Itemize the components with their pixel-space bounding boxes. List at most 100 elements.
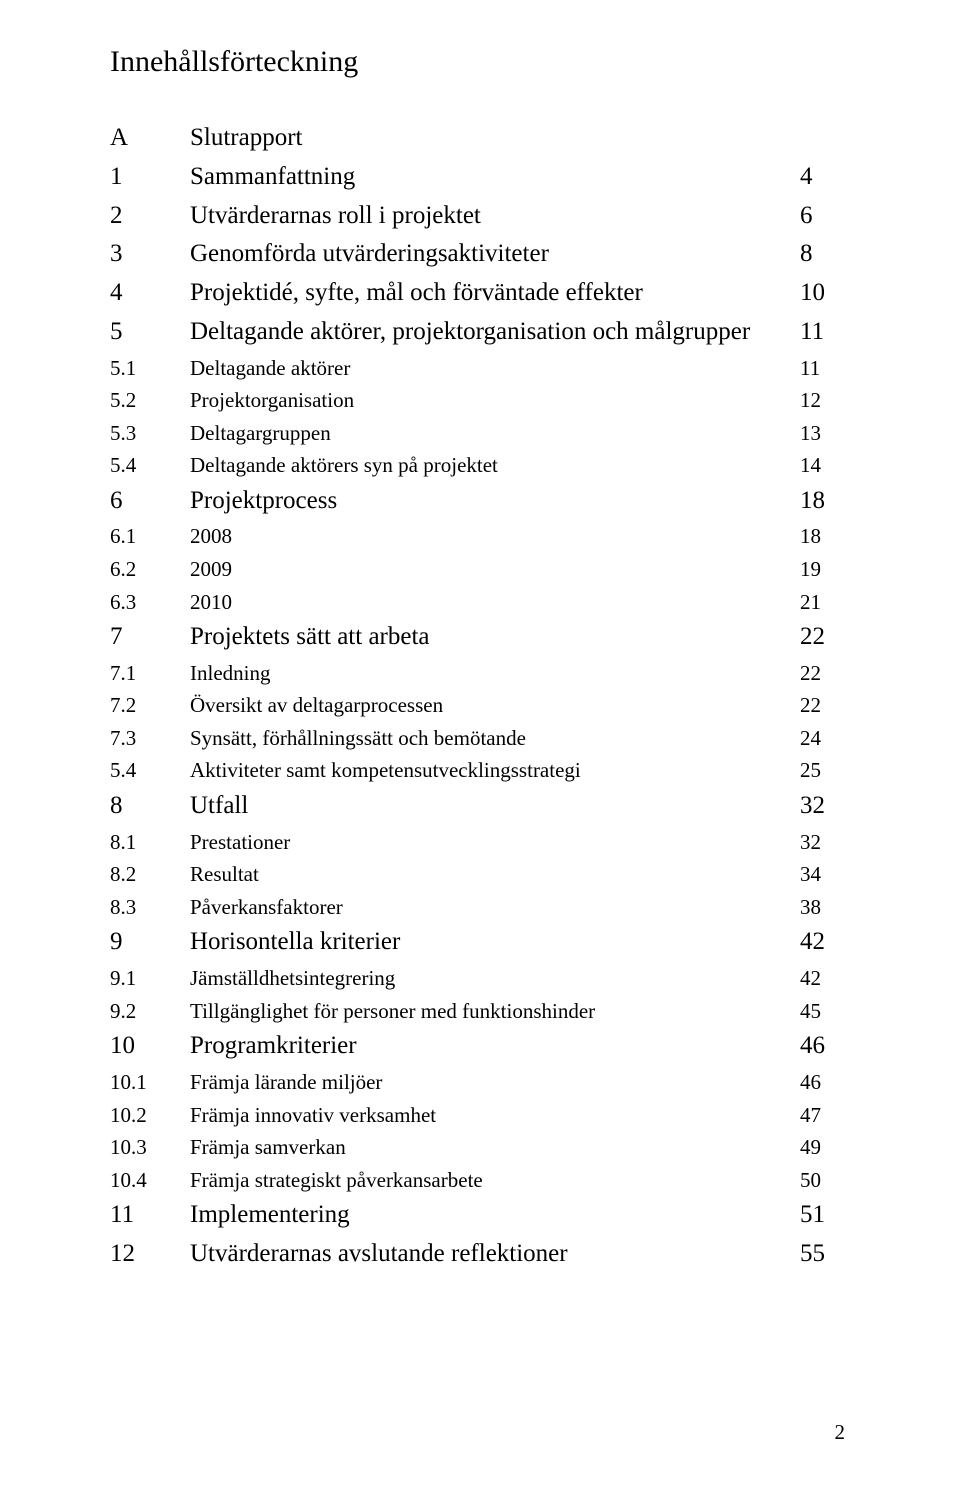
toc-entry-number: 11	[110, 1196, 190, 1235]
toc-row: 10.4Främja strategiskt påverkansarbete50	[110, 1164, 850, 1197]
toc-entry-page: 21	[800, 586, 850, 619]
toc-row: ASlutrapport	[110, 119, 850, 158]
toc-entry-label: Deltagargruppen	[190, 417, 800, 450]
toc-entry-label: Aktiviteter samt kompetensutvecklingsstr…	[190, 754, 800, 787]
toc-row: 9.2Tillgänglighet för personer med funkt…	[110, 995, 850, 1028]
toc-entry-number: 10.4	[110, 1164, 190, 1197]
toc-row: 5.4Aktiviteter samt kompetensutvecklings…	[110, 754, 850, 787]
toc-entry-page: 46	[800, 1027, 850, 1066]
toc-row: 3Genomförda utvärderingsaktiviteter8	[110, 235, 850, 274]
toc-entry-label: Främja strategiskt påverkansarbete	[190, 1164, 800, 1197]
toc-entry-page: 11	[800, 313, 850, 352]
toc-entry-label: Projektidé, syfte, mål och förväntade ef…	[190, 274, 800, 313]
toc-entry-number: 4	[110, 274, 190, 313]
toc-entry-page: 34	[800, 858, 850, 891]
toc-entry-label: Synsätt, förhållningssätt och bemötande	[190, 722, 800, 755]
toc-entry-page: 14	[800, 449, 850, 482]
toc-entry-number: 9	[110, 923, 190, 962]
toc-entry-number: 1	[110, 158, 190, 197]
toc-entry-label: Slutrapport	[190, 119, 800, 158]
toc-entry-label: Inledning	[190, 657, 800, 690]
toc-entry-label: Deltagande aktörer	[190, 352, 800, 385]
toc-entry-number: 9.1	[110, 962, 190, 995]
toc-entry-number: 8.1	[110, 826, 190, 859]
toc-row: 8.1Prestationer32	[110, 826, 850, 859]
toc-entry-number: 8.3	[110, 891, 190, 924]
toc-entry-label: 2008	[190, 520, 800, 553]
toc-entry-label: Projektets sätt att arbeta	[190, 618, 800, 657]
toc-entry-label: Främja samverkan	[190, 1131, 800, 1164]
toc-title: Innehållsförteckning	[110, 45, 850, 79]
toc-entry-number: 7	[110, 618, 190, 657]
toc-entry-label: Implementering	[190, 1196, 800, 1235]
toc-entry-label: Deltagande aktörer, projektorganisation …	[190, 313, 800, 352]
toc-entry-number: 5	[110, 313, 190, 352]
toc-entry-page: 19	[800, 553, 850, 586]
toc-entry-page: 50	[800, 1164, 850, 1197]
toc-entry-label: 2010	[190, 586, 800, 619]
toc-entry-label: Projektprocess	[190, 482, 800, 521]
toc-entry-number: 5.2	[110, 384, 190, 417]
toc-row: 5.1Deltagande aktörer11	[110, 352, 850, 385]
toc-row: 7Projektets sätt att arbeta22	[110, 618, 850, 657]
toc-entry-number: 8	[110, 787, 190, 826]
toc-entry-label: Främja innovativ verksamhet	[190, 1099, 800, 1132]
toc-entry-number: 10.2	[110, 1099, 190, 1132]
toc-entry-number: 10.1	[110, 1066, 190, 1099]
toc-entry-page: 22	[800, 689, 850, 722]
toc-row: 6.1200818	[110, 520, 850, 553]
toc-row: 10Programkriterier46	[110, 1027, 850, 1066]
toc-entry-page: 47	[800, 1099, 850, 1132]
toc-entry-label: Påverkansfaktorer	[190, 891, 800, 924]
toc-entry-label: Jämställdhetsintegrering	[190, 962, 800, 995]
toc-entry-page: 46	[800, 1066, 850, 1099]
toc-entry-page: 32	[800, 787, 850, 826]
toc-entry-number: A	[110, 119, 190, 158]
toc-entry-page: 11	[800, 352, 850, 385]
toc-row: 9.1Jämställdhetsintegrering42	[110, 962, 850, 995]
toc-entry-page: 10	[800, 274, 850, 313]
toc-entry-number: 5.1	[110, 352, 190, 385]
toc-entry-number: 7.1	[110, 657, 190, 690]
toc-entry-number: 6.3	[110, 586, 190, 619]
toc-entry-label: 2009	[190, 553, 800, 586]
toc-row: 10.2Främja innovativ verksamhet47	[110, 1099, 850, 1132]
toc-entry-page: 8	[800, 235, 850, 274]
toc-row: 8.2Resultat34	[110, 858, 850, 891]
toc-row: 10.1Främja lärande miljöer46	[110, 1066, 850, 1099]
toc-entry-label: Projektorganisation	[190, 384, 800, 417]
toc-entry-page: 25	[800, 754, 850, 787]
toc-entry-label: Utfall	[190, 787, 800, 826]
toc-entry-number: 2	[110, 197, 190, 236]
toc-row: 2Utvärderarnas roll i projektet6	[110, 197, 850, 236]
toc-row: 9Horisontella kriterier42	[110, 923, 850, 962]
toc-row: 7.2Översikt av deltagarprocessen22	[110, 689, 850, 722]
toc-entry-label: Genomförda utvärderingsaktiviteter	[190, 235, 800, 274]
toc-row: 6.3201021	[110, 586, 850, 619]
toc-entry-page: 51	[800, 1196, 850, 1235]
toc-row: 12Utvärderarnas avslutande reflektioner5…	[110, 1235, 850, 1274]
toc-entry-label: Resultat	[190, 858, 800, 891]
toc-entry-number: 7.3	[110, 722, 190, 755]
toc-entry-page: 42	[800, 923, 850, 962]
toc-entry-number: 8.2	[110, 858, 190, 891]
toc-entry-label: Programkriterier	[190, 1027, 800, 1066]
toc-entry-label: Utvärderarnas avslutande reflektioner	[190, 1235, 800, 1274]
toc-entry-label: Främja lärande miljöer	[190, 1066, 800, 1099]
toc-row: 8.3Påverkansfaktorer38	[110, 891, 850, 924]
toc-row: 5.2Projektorganisation12	[110, 384, 850, 417]
toc-entry-page: 13	[800, 417, 850, 450]
toc-entry-page: 18	[800, 482, 850, 521]
toc-entry-number: 3	[110, 235, 190, 274]
toc-entry-page: 32	[800, 826, 850, 859]
page-number: 2	[835, 1420, 846, 1445]
toc-entry-page: 42	[800, 962, 850, 995]
toc-entry-page: 24	[800, 722, 850, 755]
toc-row: 7.1Inledning22	[110, 657, 850, 690]
toc-entry-number: 10	[110, 1027, 190, 1066]
toc-entry-number: 10.3	[110, 1131, 190, 1164]
toc-entry-label: Tillgänglighet för personer med funktion…	[190, 995, 800, 1028]
toc-entry-label: Prestationer	[190, 826, 800, 859]
toc-entry-number: 6	[110, 482, 190, 521]
toc-row: 11Implementering51	[110, 1196, 850, 1235]
